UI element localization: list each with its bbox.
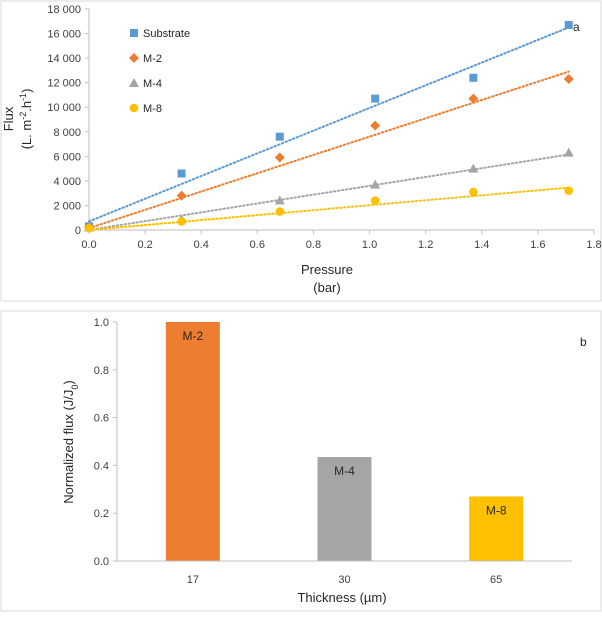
flux-vs-pressure-chart: 0 2 000 4 000 6 000 8 000 10 000 12 000 14 000 1… [0,0,602,302]
y-tick-label: 0.0 [94,556,109,568]
point-m-4 [563,147,574,157]
bar-label: M-8 [486,503,507,517]
chart-b-x-ticks: 17 30 65 [187,574,503,586]
point-substrate [564,20,573,29]
point-m-4 [370,179,381,189]
chart-a-y-label: Flux [1,106,16,131]
legend-label-m-8: M-8 [143,103,162,115]
point-m-4 [274,195,285,205]
chart-a-x-label: Pressure [301,262,353,277]
point-m-2 [370,120,381,131]
chart-b-bars: M-2 M-4 M-8 [165,322,524,561]
bar-m-8 [469,496,524,561]
bar-label: M-4 [334,464,355,478]
chart-a-x-unit: (bar) [313,280,340,295]
point-substrate [177,169,186,178]
point-substrate [371,94,380,103]
point-m-2 [274,152,285,163]
chart-a-trendlines [88,26,570,231]
legend-marker-m-2 [129,53,139,63]
bar-m-2 [165,322,220,561]
x-tick-label: 0.8 [306,239,321,251]
x-tick-label: 1.0 [362,239,377,251]
point-m-2 [563,73,574,84]
legend-marker-m-4 [129,78,139,87]
y-tick-label: 0.2 [94,508,109,520]
legend-marker-substrate [130,29,138,37]
x-tick-label: 65 [490,574,502,586]
point-m-2 [176,190,187,201]
point-m-2 [468,93,479,104]
point-substrate [275,132,284,141]
y-tick-label: 0.4 [94,460,109,472]
panel-letter-a: a [573,20,580,34]
chart-b-x-label: Thickness (µm) [297,590,386,605]
chart-a-y-ticks: 0 2 000 4 000 6 000 8 000 10 000 12 000 14 000 1… [47,4,89,237]
point-substrate [469,73,478,82]
bar-label: M-2 [182,329,203,343]
point-m-8 [275,207,285,216]
legend-label-m-2: M-2 [143,53,162,65]
x-tick-label: 1.2 [418,239,433,251]
chart-a-border [0,0,602,302]
y-tick-label: 10 000 [47,102,81,114]
trendline-substrate [88,26,570,223]
trendline-m-8 [88,186,570,231]
x-tick-label: 17 [187,574,199,586]
point-m-8 [177,217,186,226]
y-tick-label: 1.0 [94,317,109,329]
chart-b-border [0,310,602,612]
chart-a-y-unit: (L. m-2.h-1) [18,89,34,150]
normalized-flux-vs-thickness-chart: 0.0 0.2 0.4 0.6 0.8 1.0 M-2 M-4 M-8 17 30 65 b Th… [0,310,602,612]
point-m-4 [468,163,479,173]
point-m-8 [370,196,380,205]
y-tick-label: 16 000 [47,29,81,41]
y-tick-label: 14 000 [47,53,81,65]
chart-a-legend: Substrate M-2 M-4 M-8 [129,28,190,115]
legend-marker-m-8 [129,103,139,113]
x-tick-label: 0.6 [250,239,265,251]
y-tick-label: 0.8 [94,365,109,377]
bar-m-4 [317,457,372,561]
chart-a-points [84,20,574,233]
legend-label-substrate: Substrate [143,28,190,40]
point-m-8 [469,187,478,197]
y-tick-label: 8 000 [53,127,81,139]
x-tick-label: 1.4 [474,239,489,251]
trendline-m-4 [88,153,570,231]
x-tick-label: 0.4 [194,239,209,251]
y-tick-label: 6 000 [53,151,81,163]
x-tick-label: 1.6 [530,239,545,251]
y-tick-label: 18 000 [47,4,81,16]
chart-a-x-ticks: 0.0 0.2 0.4 0.6 0.8 1.0 1.2 1.4 1.6 1.8 [81,230,602,251]
legend-label-m-4: M-4 [143,78,162,90]
y-tick-label: 2 000 [53,200,81,212]
point-m-8 [564,186,574,196]
y-tick-label: 4 000 [53,176,81,188]
x-tick-label: 1.8 [586,239,601,251]
x-tick-label: 0.2 [137,239,152,251]
point-m-8 [84,223,94,233]
y-tick-label: 12 000 [47,78,81,90]
chart-b-y-ticks: 0.0 0.2 0.4 0.6 0.8 1.0 [94,317,117,568]
x-tick-label: 30 [338,574,350,586]
x-tick-label: 0.0 [81,239,96,251]
y-tick-label: 0 [75,225,81,237]
panel-letter-b: b [580,335,587,349]
chart-b-y-label: Normalized flux (J/J0) [61,380,80,504]
y-tick-label: 0.6 [94,413,109,425]
trendline-m-2 [88,70,570,230]
